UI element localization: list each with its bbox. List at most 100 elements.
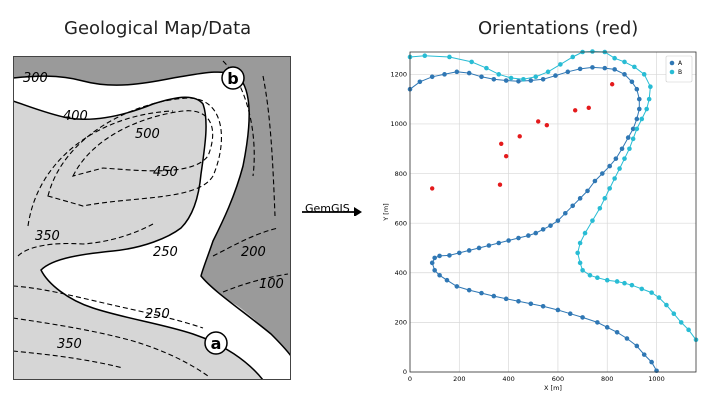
y-tick-label: 200 [395,319,407,327]
y-axis-label: Y [m] [382,203,390,221]
series-point-B [630,136,636,142]
series-point-A [629,79,635,85]
series-point-A [577,66,583,72]
orientation-point [586,105,591,111]
series-point-A [630,126,636,132]
series-point-A [590,65,595,70]
series-point-A [437,272,442,278]
series-point-B [686,327,691,333]
series-point-B [648,84,653,90]
series-point-B [484,65,489,71]
series-point-A [454,284,460,289]
series-point-B [422,53,428,59]
contour-label-300: 300 [23,71,48,86]
contour-label-350: 350 [35,229,60,244]
series-point-A [466,287,472,293]
point-b-label: b [227,69,238,88]
x-tick-label: 200 [453,375,465,383]
series-point-A [553,73,558,78]
x-tick-label: 600 [552,375,564,383]
series-point-B [521,76,526,82]
series-point-A [432,267,437,273]
series-point-B [639,116,645,122]
series-point-B [634,126,640,132]
series-point-B [612,55,617,61]
series-point-A [624,336,630,341]
series-point-A [548,223,553,228]
contour-500 [71,110,214,177]
series-point-B [617,166,622,171]
series-point-A [506,238,511,243]
point-a-label: a [211,334,222,353]
series-point-B [545,69,551,75]
plot-tick-labels: 0 200 400 600 800 1000 0 200 400 600 800 1000 1200 [390,71,664,383]
series-point-B [649,290,654,295]
orientation-point [499,141,504,146]
series-point-A [613,156,619,161]
series-point-A [580,315,585,320]
series-point-A [476,245,482,251]
series-point-A [491,293,497,299]
series-point-A [429,74,435,80]
series-point-B [577,260,583,266]
contour-label-400: 400 [63,109,88,124]
series-point-A [466,70,472,76]
series-point-B [582,230,588,236]
series-point-A [592,178,598,184]
series-point-A [619,146,625,152]
series-point-A [437,253,442,259]
x-tick-label: 1000 [648,375,665,383]
contour-350-lower [13,317,209,377]
series-point-A [479,290,484,296]
series-point-A [540,227,546,232]
contour-200 [212,227,279,257]
y-tick-label: 0 [403,368,407,376]
contour-label-250-lower: 250 [145,307,170,322]
orientation-point [503,153,509,159]
series-point-A [602,65,608,71]
series-point-A [612,67,617,72]
plot-legend: AB [665,55,693,83]
series-point-A [429,260,435,266]
y-tick-label: 600 [395,219,407,227]
legend-label-B: B [678,69,682,76]
orientation-point [429,186,435,191]
series-point-B [627,146,632,152]
series-point-B [508,75,514,81]
series-point-A [417,79,423,85]
series-line-A [409,66,658,372]
contour-label-500: 500 [135,127,160,142]
series-point-B [678,320,684,325]
series-point-A [634,116,640,122]
series-point-A [457,250,462,256]
plot-series [407,49,699,374]
series-point-B [604,277,610,283]
series-point-B [614,279,620,284]
series-point-A [565,69,571,75]
contour-250-lower [13,285,204,329]
contour-label-450: 450 [153,165,178,180]
series-point-A [526,233,531,238]
series-point-A [432,255,437,261]
series-point-A [516,235,521,241]
plot-grid [409,52,696,373]
series-point-A [466,248,472,253]
series-point-B [575,250,580,256]
series-point-A [479,74,484,80]
series-point-A [595,320,600,325]
series-point-A [567,311,573,317]
series-point-A [607,163,613,169]
series-point-B [607,186,613,191]
series-point-B [629,282,635,288]
arrow-label: GemGIS [305,202,350,215]
series-point-A [555,307,561,313]
series-point-B [646,96,652,102]
x-tick-label: 0 [408,375,412,383]
series-point-B [622,156,627,161]
series-point-A [614,330,620,335]
series-point-A [577,196,583,201]
contour-100 [222,273,289,293]
arrow-icon [302,207,362,216]
legend-marker-A [669,60,675,66]
series-point-A [634,86,640,92]
